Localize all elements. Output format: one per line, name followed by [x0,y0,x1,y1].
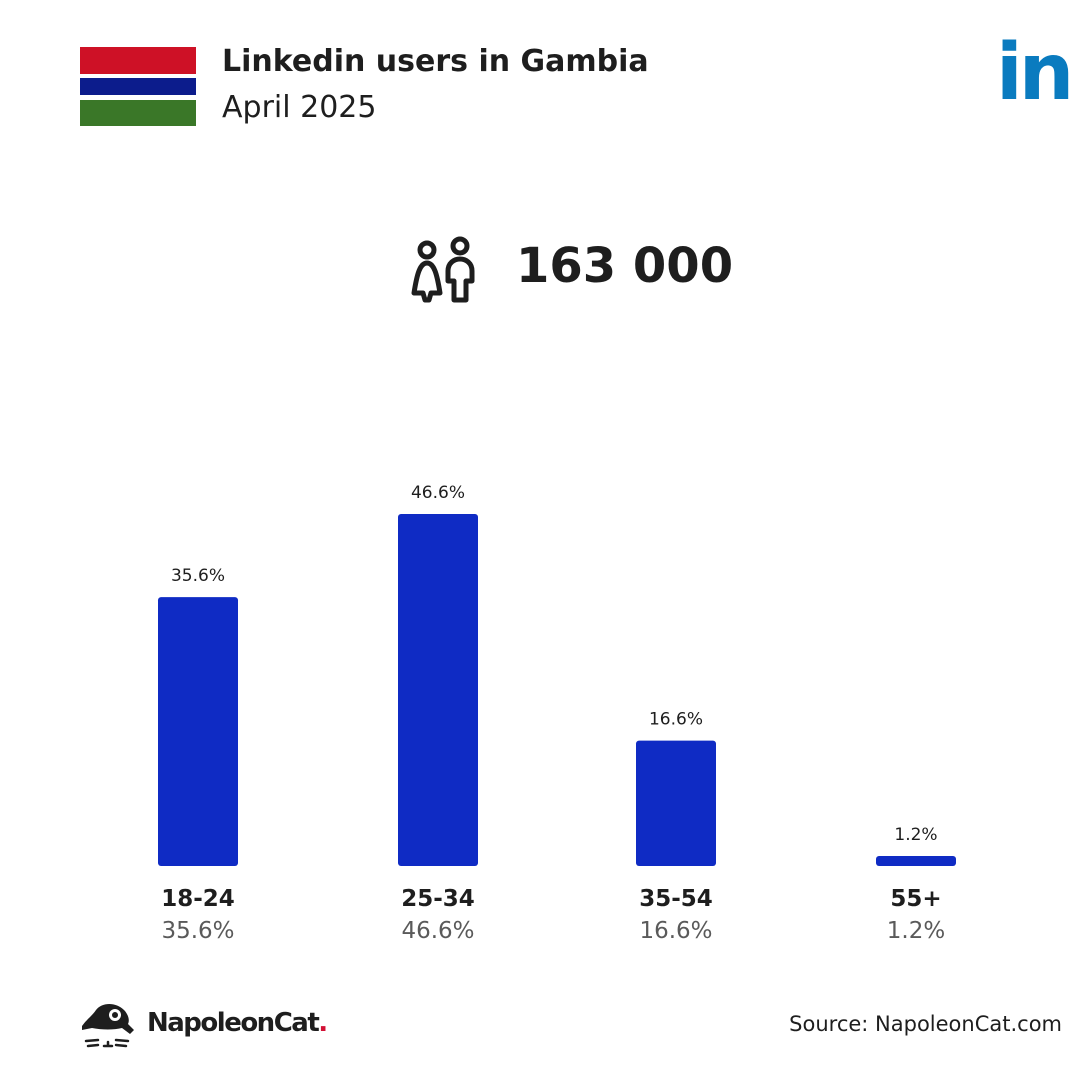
category-percent-18-24: 35.6% [161,918,234,944]
flag-band-white-bottom [80,95,196,100]
napoleoncat-logo-icon [82,1004,134,1048]
category-percent-25-34: 46.6% [401,918,474,944]
category-label-35-54: 35-54 [639,886,713,912]
brand-name: NapoleonCat. [147,1008,328,1038]
page-subtitle: April 2025 [222,90,377,125]
page-title: Linkedin users in Gambia [222,44,649,79]
bar-55+ [876,856,956,866]
source-credit: Source: NapoleonCat.com [789,1012,1062,1036]
bar-value-label-18-24: 35.6% [171,566,225,586]
flag-band-white-top [80,74,196,78]
bar-value-label-55+: 1.2% [894,825,937,845]
bar-18-24 [158,597,238,866]
bar-35-54 [636,740,716,866]
category-label-25-34: 25-34 [401,886,475,912]
bar-value-label-35-54: 16.6% [649,710,703,730]
bar-25-34 [398,514,478,866]
bar-value-label-25-34: 46.6% [411,483,465,503]
flag-band-red [80,47,196,74]
category-percent-55+: 1.2% [887,918,945,944]
category-label-18-24: 18-24 [161,886,235,912]
linkedin-logo-icon: in [996,28,1074,118]
gambia-flag-icon [80,47,196,126]
flag-band-blue [80,78,196,95]
total-users: 163 000 [516,238,734,294]
flag-band-green [80,100,196,126]
brand-name-text: NapoleonCat [147,1008,320,1038]
brand-dot: . [318,1008,328,1038]
users-icon [411,236,475,303]
category-percent-35-54: 16.6% [639,918,712,944]
category-label-55+: 55+ [890,886,941,912]
